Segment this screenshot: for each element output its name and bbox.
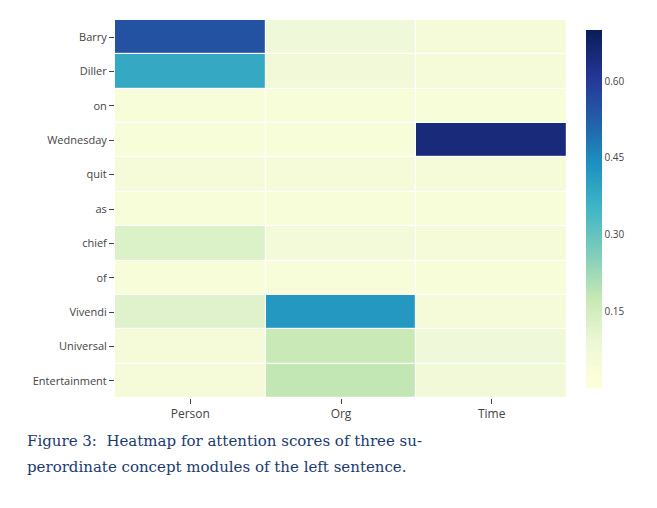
svg-text:Wednesday: Wednesday — [47, 132, 107, 147]
svg-text:perordinate concept modules of: perordinate concept modules of the left … — [27, 458, 407, 476]
svg-text:Org: Org — [331, 405, 352, 422]
svg-text:Entertainment: Entertainment — [33, 373, 107, 388]
svg-text:0.45: 0.45 — [605, 150, 625, 164]
svg-text:0.15: 0.15 — [605, 304, 625, 318]
svg-text:Time: Time — [478, 405, 506, 422]
svg-text:chief: chief — [82, 235, 108, 250]
svg-text:on: on — [93, 98, 106, 113]
svg-text:Person: Person — [171, 405, 210, 422]
svg-text:Vivendi: Vivendi — [70, 304, 107, 319]
svg-text:as: as — [95, 201, 106, 216]
svg-text:Figure 3: Heatmap for attenti: Figure 3: Heatmap for attention scores o… — [27, 432, 422, 450]
svg-text:Universal: Universal — [59, 338, 107, 353]
svg-text:Diller: Diller — [80, 63, 107, 78]
svg-text:0.60: 0.60 — [605, 74, 625, 88]
svg-text:quit: quit — [87, 166, 107, 181]
svg-text:0.30: 0.30 — [605, 227, 625, 241]
svg-text:Barry: Barry — [79, 29, 107, 44]
svg-text:of: of — [96, 270, 108, 285]
